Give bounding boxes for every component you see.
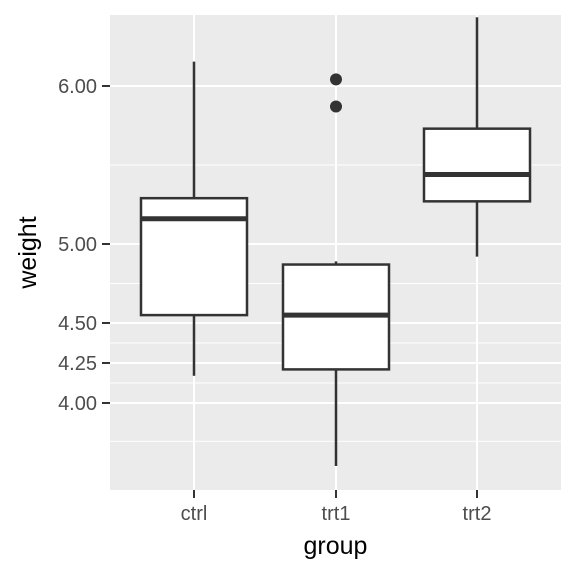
box-iqr xyxy=(139,196,249,317)
box-ctrl xyxy=(139,61,249,376)
x-tick-label: ctrl xyxy=(181,503,208,525)
boxes-layer xyxy=(139,17,532,466)
x-axis: ctrl trt1 trt2 xyxy=(181,490,492,525)
box-iqr xyxy=(422,127,532,203)
y-tick-label: 6.00 xyxy=(58,76,97,98)
y-tick-label: 4.00 xyxy=(58,393,97,415)
y-tick-label: 4.25 xyxy=(58,353,97,375)
outlier-point xyxy=(330,100,342,113)
x-tick-label: trt1 xyxy=(322,503,351,525)
x-tick-label: trt2 xyxy=(463,503,492,525)
y-axis: 4.00 4.25 4.50 5.00 6.00 xyxy=(58,76,110,415)
y-tick-label: 5.00 xyxy=(58,234,97,256)
outlier-point xyxy=(330,73,342,86)
y-tick-label: 4.50 xyxy=(58,313,97,335)
box-trt1 xyxy=(281,73,391,466)
box-trt2 xyxy=(422,17,532,257)
y-axis-title: weight xyxy=(14,216,42,289)
x-axis-title: group xyxy=(304,532,368,560)
